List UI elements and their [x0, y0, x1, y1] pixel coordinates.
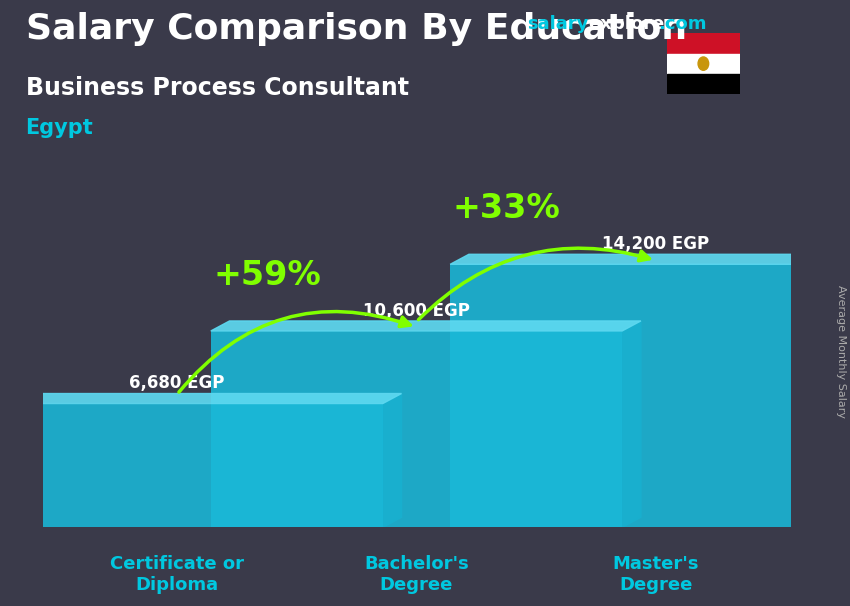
Circle shape: [698, 57, 709, 70]
Text: Bachelor's
Degree: Bachelor's Degree: [364, 555, 469, 594]
Bar: [667, 74, 740, 94]
Polygon shape: [382, 393, 401, 527]
Text: Egypt: Egypt: [26, 118, 94, 138]
Text: explorer: explorer: [588, 15, 673, 33]
Polygon shape: [0, 393, 401, 404]
Text: Certificate or
Diploma: Certificate or Diploma: [110, 555, 244, 594]
Text: +33%: +33%: [452, 192, 560, 225]
Text: Business Process Consultant: Business Process Consultant: [26, 76, 409, 100]
Polygon shape: [211, 321, 641, 331]
Text: 10,600 EGP: 10,600 EGP: [363, 302, 470, 320]
Text: Average Monthly Salary: Average Monthly Salary: [836, 285, 846, 418]
FancyBboxPatch shape: [211, 331, 622, 527]
Bar: [667, 33, 740, 53]
Text: .com: .com: [658, 15, 706, 33]
Text: Master's
Degree: Master's Degree: [613, 555, 699, 594]
FancyBboxPatch shape: [0, 404, 382, 527]
FancyArrowPatch shape: [178, 311, 411, 392]
Text: Salary Comparison By Education: Salary Comparison By Education: [26, 12, 687, 46]
Text: salary: salary: [527, 15, 588, 33]
FancyArrowPatch shape: [418, 248, 649, 320]
Text: +59%: +59%: [213, 259, 320, 292]
Text: 14,200 EGP: 14,200 EGP: [603, 235, 710, 253]
Polygon shape: [622, 321, 641, 527]
Text: 6,680 EGP: 6,680 EGP: [129, 375, 225, 393]
Bar: [667, 53, 740, 74]
Polygon shape: [450, 255, 850, 264]
FancyBboxPatch shape: [450, 264, 850, 527]
